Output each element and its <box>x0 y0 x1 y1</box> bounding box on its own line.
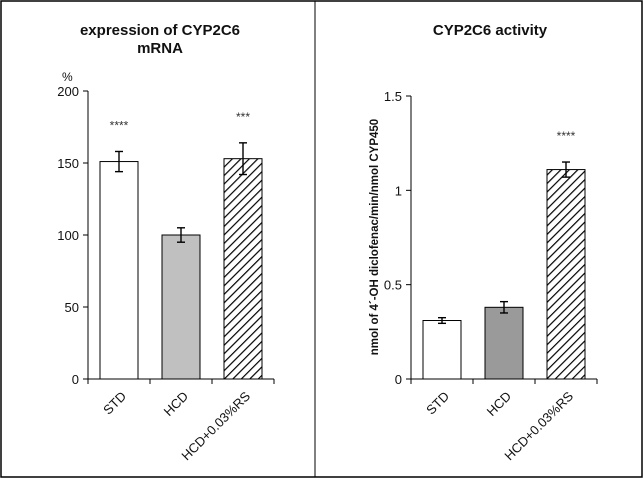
chart-panel-right: 0 0.5 1 1.5 nmol of 4´-OH diclofenac/min/nmo… <box>369 89 598 463</box>
bar <box>484 306 524 380</box>
y-axis-label: nmol of 4´-OH diclofenac/min/nmol CYP450 <box>369 119 381 355</box>
significance-label: *** <box>236 110 250 124</box>
y-tick-label: 100 <box>57 228 79 243</box>
significance-label: **** <box>557 129 576 143</box>
y-tick-label: 0.5 <box>384 278 402 293</box>
x-tick-label: HCD <box>161 389 192 420</box>
unit-label: % <box>62 70 73 84</box>
bar <box>422 320 462 380</box>
bar <box>223 158 263 380</box>
chart-title-left-line1: expression of CYP2C6 <box>79 22 241 39</box>
bar <box>546 169 586 380</box>
bar <box>99 161 139 380</box>
chart-title-left-line2: mRNA <box>137 40 183 57</box>
y-tick-label: 0 <box>72 372 79 387</box>
bar <box>161 234 201 380</box>
x-tick-label: STD <box>100 389 129 418</box>
x-tick-label: STD <box>423 389 452 418</box>
x-tick-label: HCD <box>484 389 515 420</box>
y-tick-label: 200 <box>57 84 79 99</box>
significance-label: **** <box>110 118 129 132</box>
y-tick-label: 1 <box>395 183 402 198</box>
y-tick-label: 0 <box>395 372 402 387</box>
chart-title-right: CYP2C6 activity <box>432 22 548 39</box>
chart-title-left: expression of CYP2C6 mRNA <box>35 22 285 58</box>
y-tick-label: 1.5 <box>384 89 402 104</box>
y-tick-label: 150 <box>57 156 79 171</box>
y-tick-label: 50 <box>65 300 79 315</box>
